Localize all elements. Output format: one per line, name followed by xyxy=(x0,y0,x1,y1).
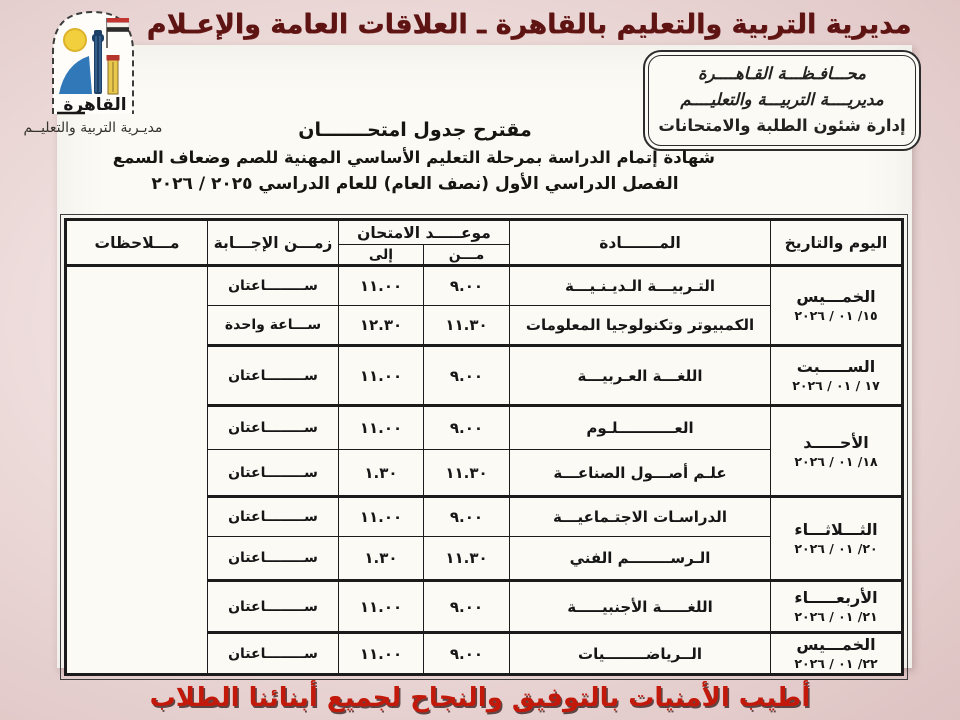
from-cell: ١١.٣٠ xyxy=(423,305,510,346)
egypt-flag-icon xyxy=(106,18,130,32)
day-cell-saturday-17: الســـــبت ١٧ / ٠١ / ٢٠٢٦ xyxy=(770,344,903,406)
from-cell: ٩.٠٠ xyxy=(423,579,510,633)
col-header-from: مـــن xyxy=(423,244,510,267)
header-title: مديرية التربية والتعليم بالقاهرة ـ العلا… xyxy=(146,8,912,40)
table-row: الأحـــــد ١٨/ ٠١ / ٢٠٢٦ العـــــــــــل… xyxy=(66,404,903,497)
table-row: الأربعـــــاء ٢١/ ٠١ / ٢٠٢٦ اللغـــــة ا… xyxy=(66,579,903,633)
cairo-tower-icon xyxy=(92,30,104,94)
duration-cell: ســــــــاعتان xyxy=(207,536,339,581)
day-cell-thursday-22: الخمـــيس ٢٢/ ٠١ / ٢٠٢٦ xyxy=(770,631,903,675)
subject-cell: الكمبيوتر وتكنولوجيا المعلومات xyxy=(509,305,771,346)
day-cell-sunday-18: الأحـــــد ١٨/ ٠١ / ٢٠٢٦ xyxy=(770,404,903,497)
from-cell: ١١.٣٠ xyxy=(423,449,510,497)
day-name: الثـــلاثـــاء xyxy=(794,520,878,540)
to-cell: ١١.٠٠ xyxy=(338,344,424,406)
day-name: الأحـــــد xyxy=(803,432,869,452)
duration-cell: ســــــــاعتان xyxy=(207,404,339,450)
exam-schedule-title-block: مقترح جدول امتحـــــــان شهادة إتمام الد… xyxy=(112,116,715,198)
from-cell: ٩.٠٠ xyxy=(423,265,510,306)
table-row: الخمـــيس ١٥/ ٠١ / ٢٠٢٦ التـربيـــة الـد… xyxy=(65,265,903,675)
from-cell: ٩.٠٠ xyxy=(423,404,510,450)
duration-cell: ســــــــاعتان xyxy=(207,265,339,306)
governorate-stamp-box: محـــافـظـــة القـاهــــرة مديريــــة ال… xyxy=(643,50,921,151)
duration-cell: ســــــــاعتان xyxy=(207,631,339,675)
table-row: الســـــبت ١٧ / ٠١ / ٢٠٢٦ اللغـــة العـر… xyxy=(66,344,903,406)
exam-title-line-2: شهادة إتمام الدراسة بمرحلة التعليم الأسا… xyxy=(112,148,715,167)
to-cell: ١١.٠٠ xyxy=(338,265,424,306)
to-cell: ١٢.٣٠ xyxy=(338,305,424,346)
exam-schedule-table: اليوم والتاريخ المـــــــادة موعـــــد ا… xyxy=(60,214,908,680)
day-date: ٢١/ ٠١ / ٢٠٢٦ xyxy=(794,609,878,625)
col-header-to: إلى xyxy=(338,244,424,267)
to-cell: ١١.٠٠ xyxy=(338,495,424,537)
table-row: الخمـــيس ٢٢/ ٠١ / ٢٠٢٦ الــرياضــــــــ… xyxy=(66,631,903,675)
notes-cell xyxy=(65,265,208,675)
subject-cell: علـم أصـــول الصناعـــة xyxy=(509,449,771,497)
duration-cell: ســــــــاعتان xyxy=(207,449,339,497)
col-header-subject: المـــــــادة xyxy=(509,219,771,267)
from-cell: ٩.٠٠ xyxy=(423,631,510,675)
day-date: ١٥/ ٠١ / ٢٠٢٦ xyxy=(794,308,878,324)
footer-message: أطيب الأمنيات بالتوفيق والنجاح لجميع أبن… xyxy=(149,682,811,713)
day-date: ٢٢/ ٠١ / ٢٠٢٦ xyxy=(794,656,878,672)
day-date: ٢٠/ ٠١ / ٢٠٢٦ xyxy=(794,541,878,557)
to-cell: ١.٣٠ xyxy=(338,536,424,581)
from-cell: ٩.٠٠ xyxy=(423,344,510,406)
col-header-exam-time: موعـــــد الامتحان xyxy=(338,219,510,245)
stamp-inner-frame: محـــافـظـــة القـاهــــرة مديريــــة ال… xyxy=(648,55,916,146)
day-cell-thursday-15: الخمـــيس ١٥/ ٠١ / ٢٠٢٦ xyxy=(770,265,903,346)
day-cell-wednesday-21: الأربعـــــاء ٢١/ ٠١ / ٢٠٢٦ xyxy=(770,579,903,633)
stamp-line-exams-admin: إدارة شئون الطلبة والامتحانات xyxy=(658,116,906,135)
table-row: الكمبيوتر وتكنولوجيا المعلومات ١١.٣٠ ١٢.… xyxy=(66,305,903,346)
subject-cell: اللغـــة العـربيـــة xyxy=(509,344,771,406)
sun-icon xyxy=(63,28,87,52)
day-name: الســـــبت xyxy=(796,357,876,377)
day-cell-tuesday-20: الثـــلاثـــاء ٢٠/ ٠١ / ٢٠٢٦ xyxy=(770,495,903,581)
subject-cell: الدراسـات الاجتـماعيـــة xyxy=(509,495,771,537)
day-name: الأربعـــــاء xyxy=(794,588,878,608)
to-cell: ١١.٠٠ xyxy=(338,631,424,675)
logo-arch-emblem: القاهرة xyxy=(52,10,134,115)
logo-caption: مديـرية التربية والتعليــم xyxy=(23,120,163,136)
table-row: الـرســــــــم الفني ١١.٣٠ ١.٣٠ ســـــــ… xyxy=(66,536,903,581)
col-header-day-date: اليوم والتاريخ xyxy=(770,219,903,267)
to-cell: ١.٣٠ xyxy=(338,449,424,497)
to-cell: ١١.٠٠ xyxy=(338,404,424,450)
col-header-notes: مـــلاحظات xyxy=(65,219,208,267)
duration-cell: ســـاعة واحدة xyxy=(207,305,339,346)
day-name: الخمـــيس xyxy=(796,287,876,307)
day-date: ١٧ / ٠١ / ٢٠٢٦ xyxy=(792,378,880,394)
subject-cell: التـربيـــة الـديـنـيـــة xyxy=(509,265,771,306)
duration-cell: ســــــــاعتان xyxy=(207,495,339,537)
duration-cell: ســــــــاعتان xyxy=(207,579,339,633)
subject-cell: الـرســــــــم الفني xyxy=(509,536,771,581)
exam-title-line-3: الفصل الدراسي الأول (نصف العام) للعام ال… xyxy=(151,174,679,194)
stamp-line-governorate: محـــافـظـــة القـاهــــرة xyxy=(698,64,866,83)
blue-sail-icon xyxy=(59,56,92,94)
from-cell: ١١.٣٠ xyxy=(423,536,510,581)
building-icon xyxy=(106,55,120,95)
day-date: ١٨/ ٠١ / ٢٠٢٦ xyxy=(794,453,878,469)
cairo-education-logo: القاهرة مديـرية التربية والتعليــم xyxy=(8,2,178,136)
stamp-line-directorate: مديريــــة التربيـــة والتعليــــم xyxy=(680,90,884,109)
subject-cell: اللغـــــة الأجنبيـــــة xyxy=(509,579,771,633)
exam-title-line-1: مقترح جدول امتحـــــــان xyxy=(298,119,532,141)
duration-cell: ســــــــاعتان xyxy=(207,344,339,406)
col-header-duration: زمـــن الإجـــابة xyxy=(207,219,339,267)
subject-cell: الــرياضــــــــيات xyxy=(509,631,771,675)
from-cell: ٩.٠٠ xyxy=(423,495,510,537)
day-name: الخمـــيس xyxy=(796,635,876,655)
logo-city-name: القاهرة xyxy=(63,95,126,115)
table-row: الثـــلاثـــاء ٢٠/ ٠١ / ٢٠٢٦ الدراسـات ا… xyxy=(66,495,903,581)
subject-cell: العـــــــــــلـوم xyxy=(509,404,771,450)
to-cell: ١١.٠٠ xyxy=(338,579,424,633)
